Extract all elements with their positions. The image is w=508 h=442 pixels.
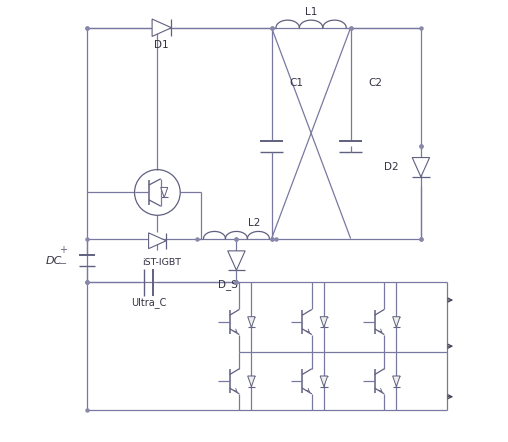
Text: DC: DC <box>46 255 62 266</box>
Text: +: + <box>59 244 67 255</box>
Polygon shape <box>248 317 255 328</box>
Text: Ultra_C: Ultra_C <box>131 297 166 308</box>
Text: C2: C2 <box>368 78 382 88</box>
Text: L2: L2 <box>248 218 260 228</box>
Polygon shape <box>248 376 255 387</box>
Text: D_S: D_S <box>218 279 238 290</box>
Polygon shape <box>393 376 400 387</box>
Polygon shape <box>228 251 245 270</box>
Polygon shape <box>320 376 328 387</box>
Polygon shape <box>320 317 328 328</box>
Polygon shape <box>412 157 430 177</box>
Text: iST-IGBT: iST-IGBT <box>142 258 181 267</box>
Polygon shape <box>152 19 171 36</box>
Text: C1: C1 <box>289 78 303 88</box>
Polygon shape <box>393 317 400 328</box>
Polygon shape <box>148 233 166 249</box>
Text: D2: D2 <box>385 162 399 172</box>
Text: −: − <box>59 259 67 269</box>
Text: D1: D1 <box>154 40 169 50</box>
Polygon shape <box>161 187 168 198</box>
Text: L1: L1 <box>305 7 318 17</box>
